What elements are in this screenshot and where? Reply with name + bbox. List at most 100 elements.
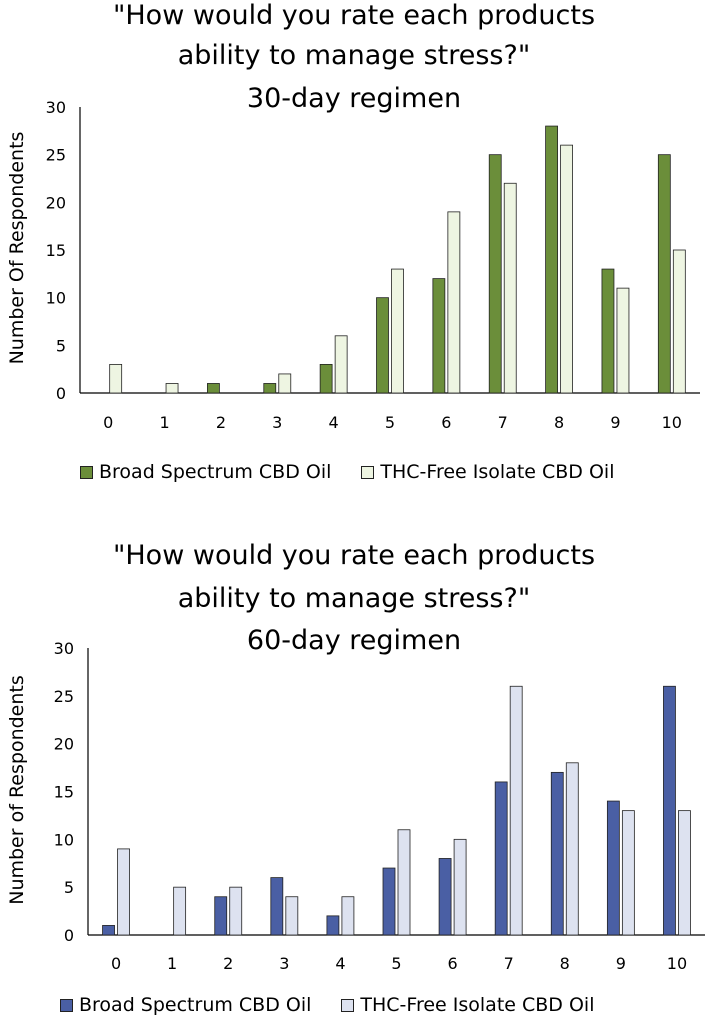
- bar-series-1: [503, 182, 517, 394]
- x-tick-label: 2: [216, 413, 226, 432]
- y-tick-label: 30: [54, 639, 74, 658]
- legend-label: THC-Free Isolate CBD Oil: [360, 994, 595, 1016]
- bar-series-0: [319, 363, 333, 394]
- chart-60-day: "How would you rate each products abilit…: [0, 535, 708, 1024]
- bar-series-0: [432, 278, 446, 394]
- x-tick-label: 0: [103, 413, 113, 432]
- bar-series-0: [207, 383, 220, 394]
- bar-series-1: [229, 886, 243, 936]
- x-tick-label: 6: [447, 954, 457, 973]
- bar-series-1: [334, 335, 348, 394]
- y-tick-label: 0: [64, 926, 74, 945]
- bar-series-0: [601, 268, 615, 394]
- chart-30-day: "How would you rate each products abilit…: [0, 0, 708, 500]
- x-tick-label: 8: [554, 413, 564, 432]
- y-tick-label: 20: [46, 193, 66, 212]
- bar-series-1: [117, 848, 130, 936]
- chart-title-line-2: ability to manage stress?": [177, 40, 531, 71]
- bar-series-1: [447, 211, 461, 394]
- bar-series-1: [560, 144, 573, 394]
- chart-title-line-3: 60-day regimen: [246, 625, 462, 656]
- y-tick-label: 30: [46, 98, 66, 117]
- chart-title-line-1: "How would you rate each products: [112, 0, 596, 31]
- bar-series-1: [678, 810, 691, 936]
- legend-item-series-0: Broad Spectrum CBD Oil: [60, 994, 311, 1016]
- bar-series-0: [270, 877, 284, 936]
- legend-item-series-0: Broad Spectrum CBD Oil: [80, 461, 331, 483]
- x-tick-label: 6: [441, 413, 451, 432]
- bar-series-0: [382, 867, 396, 936]
- x-tick-label: 7: [498, 413, 508, 432]
- x-tick-label: 1: [167, 954, 177, 973]
- bar-series-0: [657, 154, 671, 394]
- y-tick-label: 0: [56, 384, 66, 403]
- plot-area: 0 5 10 15 20 25 30 0 1 2 3 4 5 6 7 8 9 10: [54, 639, 705, 973]
- x-tick-label: 10: [662, 413, 682, 432]
- legend: Broad Spectrum CBD Oil THC-Free Isolate C…: [60, 994, 624, 1016]
- bar-series-1: [109, 363, 123, 394]
- bar-series-0: [545, 125, 558, 394]
- chart-title-line-2: ability to manage stress?": [177, 583, 531, 614]
- y-tick-label: 20: [54, 735, 74, 754]
- bar-series-0: [214, 896, 228, 936]
- bar-series-0: [263, 383, 277, 394]
- bar-series-1: [341, 896, 355, 936]
- legend-swatch: [341, 998, 355, 1012]
- legend-item-series-1: THC-Free Isolate CBD Oil: [361, 461, 614, 483]
- x-tick-label: 1: [159, 413, 169, 432]
- bar-series-0: [376, 297, 389, 394]
- bar-series-0: [438, 858, 452, 936]
- legend-swatch: [60, 998, 73, 1012]
- bar-series-0: [326, 915, 340, 936]
- y-tick-label: 10: [54, 830, 74, 849]
- bar-series-1: [672, 249, 686, 394]
- x-tick-label: 0: [111, 954, 121, 973]
- bar-series-1: [173, 886, 187, 936]
- legend-label: Broad Spectrum CBD Oil: [99, 461, 332, 483]
- x-tick-label: 10: [667, 954, 687, 973]
- bar-series-0: [488, 154, 502, 394]
- bar-series-0: [550, 771, 564, 936]
- x-tick-label: 4: [335, 954, 345, 973]
- chart-title-line-1: "How would you rate each products: [112, 540, 596, 571]
- y-tick-label: 25: [46, 146, 66, 165]
- bar-series-1: [165, 383, 179, 394]
- x-tick-label: 8: [560, 954, 570, 973]
- x-tick-label: 3: [279, 954, 289, 973]
- chart-title-line-3: 30-day regimen: [246, 83, 462, 114]
- bar-series-1: [453, 838, 467, 936]
- bar-series-1: [397, 829, 411, 936]
- bar-series-1: [621, 810, 635, 936]
- plot-area: 0 5 10 15 20 25 30 0 1 2 3 4 5 6 7 8 9 10: [46, 98, 700, 432]
- x-tick-label: 9: [616, 954, 626, 973]
- y-tick-label: 15: [54, 783, 74, 802]
- legend-label: THC-Free Isolate CBD Oil: [380, 461, 615, 483]
- bar-series-1: [509, 685, 523, 936]
- x-tick-label: 5: [385, 413, 395, 432]
- bar-series-1: [565, 762, 579, 936]
- y-tick-label: 5: [64, 878, 74, 897]
- y-tick-label: 10: [46, 289, 66, 308]
- x-tick-label: 2: [223, 954, 233, 973]
- legend-swatch: [361, 465, 375, 479]
- bar-series-0: [102, 925, 115, 936]
- bar-series-1: [278, 373, 292, 394]
- y-tick-label: 25: [54, 687, 74, 706]
- legend: Broad Spectrum CBD Oil THC-Free Isolate C…: [80, 461, 644, 483]
- y-tick-label: 15: [46, 241, 66, 260]
- bar-series-1: [285, 896, 299, 936]
- bar-series-0: [606, 800, 620, 936]
- x-tick-label: 7: [504, 954, 514, 973]
- bar-series-0: [494, 781, 508, 936]
- legend-label: Broad Spectrum CBD Oil: [79, 994, 312, 1016]
- bar-series-1: [391, 268, 404, 394]
- bar-series-0: [663, 685, 676, 936]
- legend-item-series-1: THC-Free Isolate CBD Oil: [341, 994, 594, 1016]
- x-tick-label: 4: [329, 413, 339, 432]
- x-tick-label: 5: [391, 954, 401, 973]
- x-tick-label: 3: [272, 413, 282, 432]
- bar-series-1: [616, 287, 630, 394]
- y-tick-label: 5: [56, 336, 66, 355]
- legend-swatch: [80, 465, 93, 479]
- x-tick-label: 9: [610, 413, 620, 432]
